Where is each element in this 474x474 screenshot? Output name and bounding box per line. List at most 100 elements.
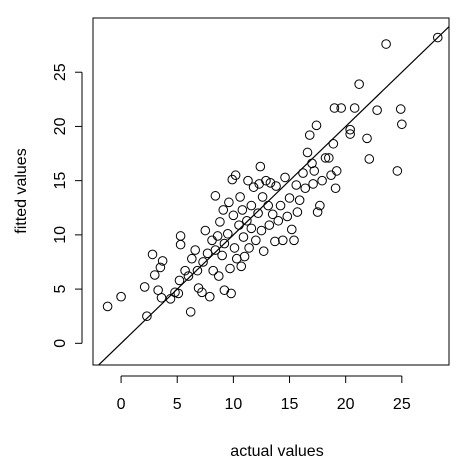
- reference-line: [97, 26, 449, 365]
- point: [190, 245, 200, 255]
- point: [226, 288, 236, 299]
- point: [219, 238, 230, 249]
- point: [336, 103, 346, 113]
- plot-frame: [92, 17, 450, 366]
- point: [362, 133, 372, 144]
- point: [320, 153, 331, 163]
- point: [156, 292, 167, 303]
- point: [185, 307, 196, 317]
- point: [282, 211, 293, 222]
- x-tick-label: 0: [117, 396, 126, 413]
- point: [213, 271, 224, 281]
- point: [208, 265, 218, 276]
- point: [222, 228, 233, 239]
- point: [395, 104, 406, 114]
- point: [312, 207, 323, 217]
- point: [307, 158, 317, 169]
- point: [212, 231, 223, 241]
- point: [116, 291, 126, 302]
- y-axis-label: fitted values: [13, 148, 30, 233]
- y-tick-label: 5: [52, 285, 69, 294]
- point: [300, 183, 311, 194]
- point: [239, 251, 250, 262]
- x-tick-label: 25: [393, 396, 411, 413]
- point: [192, 265, 203, 276]
- point: [173, 288, 184, 299]
- point: [270, 236, 280, 247]
- point: [311, 120, 322, 131]
- point: [277, 235, 288, 246]
- point: [224, 197, 234, 208]
- point: [324, 153, 334, 163]
- point: [246, 200, 257, 211]
- point: [284, 193, 295, 203]
- point: [289, 235, 299, 246]
- point: [228, 210, 239, 221]
- point: [200, 225, 211, 236]
- x-tick-label: 20: [337, 396, 355, 413]
- point: [345, 124, 355, 135]
- point: [231, 253, 242, 264]
- point: [187, 253, 197, 264]
- point: [372, 105, 382, 115]
- point: [246, 223, 257, 234]
- point: [294, 195, 305, 205]
- point: [381, 39, 391, 49]
- point: [234, 220, 244, 230]
- point: [229, 243, 240, 253]
- point: [180, 265, 190, 276]
- point: [275, 200, 286, 211]
- point: [204, 291, 215, 302]
- point: [331, 166, 342, 176]
- y-tick-label: 0: [52, 339, 69, 348]
- point: [397, 119, 407, 130]
- point: [273, 215, 284, 226]
- point: [286, 224, 297, 235]
- point: [328, 138, 339, 149]
- point: [215, 217, 225, 227]
- point: [251, 235, 261, 246]
- point: [157, 256, 168, 266]
- point: [149, 270, 160, 280]
- point: [236, 261, 247, 272]
- point: [261, 175, 271, 186]
- point: [202, 248, 213, 259]
- point: [237, 205, 248, 215]
- plot-area: [97, 26, 449, 365]
- point: [242, 215, 252, 226]
- x-tick-label: 5: [173, 396, 182, 413]
- point: [139, 282, 150, 292]
- x-tick-label: 10: [224, 396, 242, 413]
- point: [263, 200, 273, 211]
- point: [198, 257, 208, 267]
- point: [267, 209, 278, 220]
- point: [308, 179, 318, 189]
- point: [309, 166, 320, 176]
- point: [329, 103, 340, 113]
- point: [174, 275, 185, 286]
- point: [432, 32, 443, 43]
- point: [280, 172, 290, 183]
- point: [315, 200, 325, 211]
- point: [255, 161, 266, 172]
- point: [256, 225, 267, 236]
- point: [302, 147, 313, 158]
- y-tick-label: 20: [52, 117, 69, 135]
- point: [142, 311, 152, 322]
- y-tick-label: 15: [52, 172, 69, 190]
- point: [147, 249, 158, 260]
- point: [364, 154, 375, 164]
- point: [244, 243, 254, 253]
- point: [210, 191, 221, 201]
- point: [175, 239, 186, 250]
- point: [271, 181, 281, 191]
- point: [392, 166, 403, 176]
- point: [235, 192, 245, 202]
- point: [258, 246, 269, 256]
- point: [292, 207, 303, 217]
- point: [175, 231, 186, 241]
- point: [330, 183, 341, 194]
- point: [225, 263, 235, 274]
- point: [219, 285, 230, 295]
